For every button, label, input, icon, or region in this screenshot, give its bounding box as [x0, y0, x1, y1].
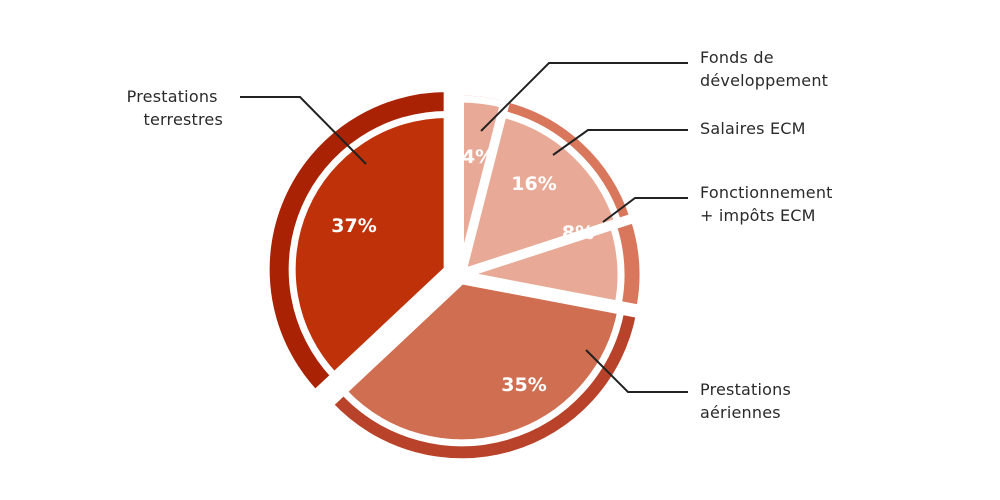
pie-slice-salaires-ecm [457, 94, 638, 278]
leader-line-fonds-de-developpement [480, 62, 688, 132]
leader-line-salaires-ecm [552, 129, 688, 156]
value-label-prestations-aeriennes: 35% [501, 374, 546, 396]
value-label-salaires-ecm: 16% [511, 173, 556, 195]
callout-leader-lines [240, 62, 688, 393]
value-label-fonctionnement: 8% [562, 222, 594, 244]
pie-slices [262, 84, 647, 466]
category-label-prestations-aeriennes: Prestations aériennes [700, 380, 796, 422]
pie-slice-prestations-aeriennes [324, 276, 644, 466]
pie-slice-fonctionnement-impots-ecm [462, 215, 647, 313]
leader-line-fonctionnement [602, 197, 688, 223]
slice-category-labels: Fonds de développement Salaires ECM Fonc… [127, 48, 838, 422]
pie-slice-fill [288, 110, 451, 381]
category-label-prestations-terrestres: Prestations terrestres [127, 87, 223, 129]
slice-value-labels: 4% 16% 8% 35% 37% [331, 146, 594, 396]
pie-slice-fill [462, 221, 625, 309]
pie-slice-fill [457, 109, 623, 278]
pie-slice-prestations-terrestres [262, 84, 451, 399]
leader-line-prestations-aeriennes [585, 349, 688, 393]
category-label-fonctionnement: Fonctionnement + impôts ECM [700, 183, 838, 225]
pie-slice-fill [338, 276, 625, 447]
leader-line-prestations-terrestres [240, 96, 367, 165]
value-label-fonds-de-developpement: 4% [462, 146, 494, 168]
category-label-salaires-ecm: Salaires ECM [700, 119, 806, 138]
category-label-fonds-de-developpement: Fonds de développement [700, 48, 828, 90]
value-label-prestations-terrestres: 37% [331, 215, 376, 237]
